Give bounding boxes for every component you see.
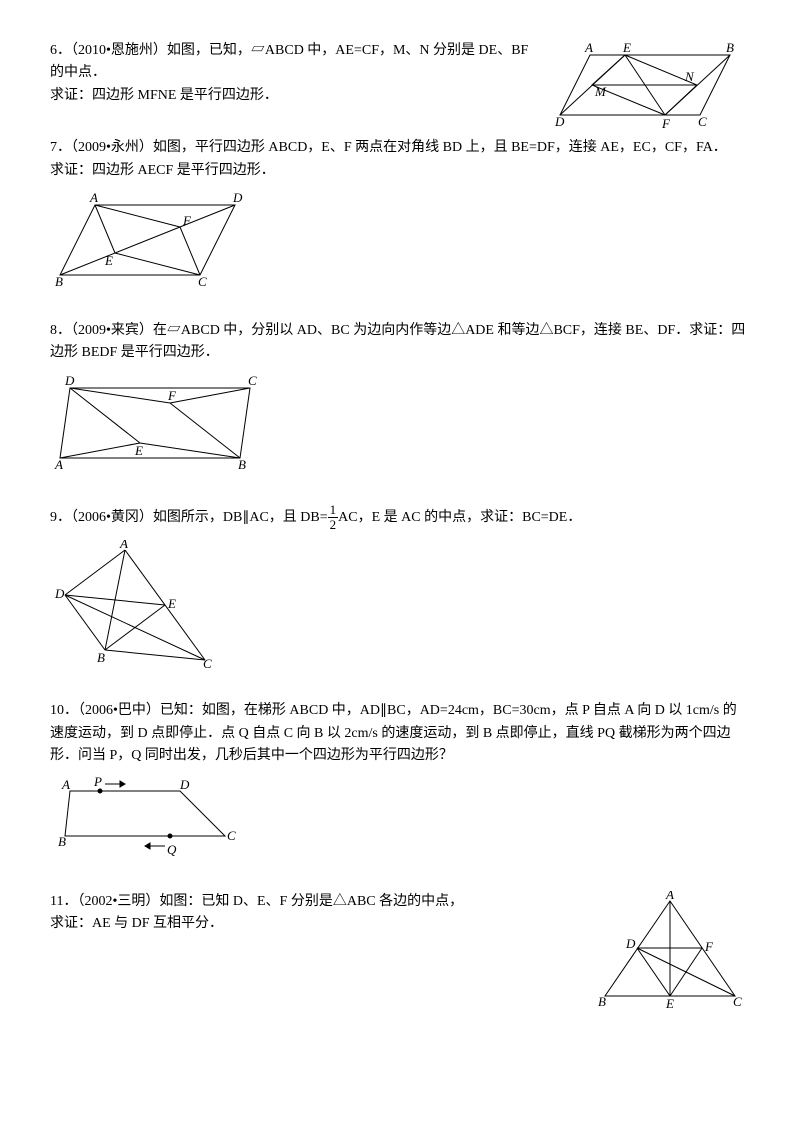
source: （2006•巴中）	[78, 703, 160, 718]
label-C: C	[227, 828, 236, 843]
fraction: 12	[328, 503, 339, 533]
label-B: B	[97, 650, 105, 665]
label-E: E	[134, 443, 143, 458]
problem-8: 8．（2009•来宾）在▱ABCD 中，分别以 AD、BC 为边向内作等边△AD…	[50, 320, 750, 473]
num: 10	[50, 703, 64, 718]
label-E: E	[665, 996, 674, 1011]
problem-7: 7．（2009•永州）如图，平行四边形 ABCD，E、F 两点在对角线 BD 上…	[50, 137, 750, 290]
label-D: D	[179, 777, 190, 792]
num: 8	[50, 323, 57, 338]
figure-p9: A D E B C	[50, 540, 220, 670]
num: 11	[50, 894, 63, 909]
problem-text: 10．（2006•巴中）已知：如图，在梯形 ABCD 中，AD∥BC，AD=24…	[50, 700, 750, 767]
label-D: D	[232, 190, 243, 205]
source: （2009•永州）	[71, 140, 153, 155]
source: （2002•三明）	[77, 894, 159, 909]
label-C: C	[203, 656, 212, 670]
label-C: C	[248, 373, 257, 388]
label-D: D	[625, 936, 636, 951]
label-B: B	[726, 40, 734, 55]
label-M: M	[594, 84, 607, 99]
source: （2009•来宾）	[71, 323, 153, 338]
label-A: A	[61, 777, 70, 792]
label-F: F	[167, 388, 177, 403]
figure-p7: A D B C E F	[50, 190, 250, 290]
label-Q: Q	[167, 842, 177, 857]
problem-text: 7．（2009•永州）如图，平行四边形 ABCD，E、F 两点在对角线 BD 上…	[50, 137, 750, 182]
num: 7	[50, 140, 57, 155]
problem-text: 9．（2006•黄冈）如图所示，DB∥AC，且 DB=12AC，E 是 AC 的…	[50, 503, 750, 533]
label-A: A	[119, 540, 128, 551]
label-P: P	[93, 776, 102, 789]
problem-11: A D F B E C 11．（2002•三明）如图：已知 D、E、F 分别是△…	[50, 891, 750, 936]
source: （2010•恩施州）	[71, 43, 167, 58]
label-A: A	[54, 457, 63, 472]
num: 9	[50, 510, 57, 525]
label-D: D	[554, 114, 565, 129]
problem-text: 6．（2010•恩施州）如图，已知，▱ABCD 中，AE=CF，M、N 分别是 …	[50, 40, 540, 107]
problem-text: 11．（2002•三明）如图：已知 D、E、F 分别是△ABC 各边的中点， 求…	[50, 891, 580, 936]
label-N: N	[684, 69, 695, 84]
label-B: B	[598, 994, 606, 1009]
figure-p10: A P D B C Q	[50, 776, 240, 861]
label-E: E	[167, 596, 176, 611]
problem-9: 9．（2006•黄冈）如图所示，DB∥AC，且 DB=12AC，E 是 AC 的…	[50, 503, 750, 671]
label-E: E	[104, 253, 113, 268]
figure-p6: A E B D F C M N	[550, 40, 750, 130]
label-F: F	[182, 213, 192, 228]
num: 6	[50, 43, 57, 58]
label-D: D	[54, 586, 65, 601]
problem-10: 10．（2006•巴中）已知：如图，在梯形 ABCD 中，AD∥BC，AD=24…	[50, 700, 750, 860]
label-A: A	[89, 190, 98, 205]
label-B: B	[58, 834, 66, 849]
label-A: A	[584, 40, 593, 55]
label-F: F	[661, 116, 671, 130]
label-C: C	[698, 114, 707, 129]
label-B: B	[238, 457, 246, 472]
problem-6: A E B D F C M N 6．（2010•恩施州）如图，已知，▱ABCD …	[50, 40, 750, 107]
label-C: C	[733, 994, 742, 1009]
figure-p8: D C A B E F	[50, 373, 260, 473]
label-D: D	[64, 373, 75, 388]
source: （2006•黄冈）	[71, 510, 153, 525]
label-F: F	[704, 939, 714, 954]
label-E: E	[622, 40, 631, 55]
problem-text: 8．（2009•来宾）在▱ABCD 中，分别以 AD、BC 为边向内作等边△AD…	[50, 320, 750, 365]
label-A: A	[665, 891, 674, 902]
label-C: C	[198, 274, 207, 289]
figure-p11: A D F B E C	[590, 891, 750, 1011]
label-B: B	[55, 274, 63, 289]
